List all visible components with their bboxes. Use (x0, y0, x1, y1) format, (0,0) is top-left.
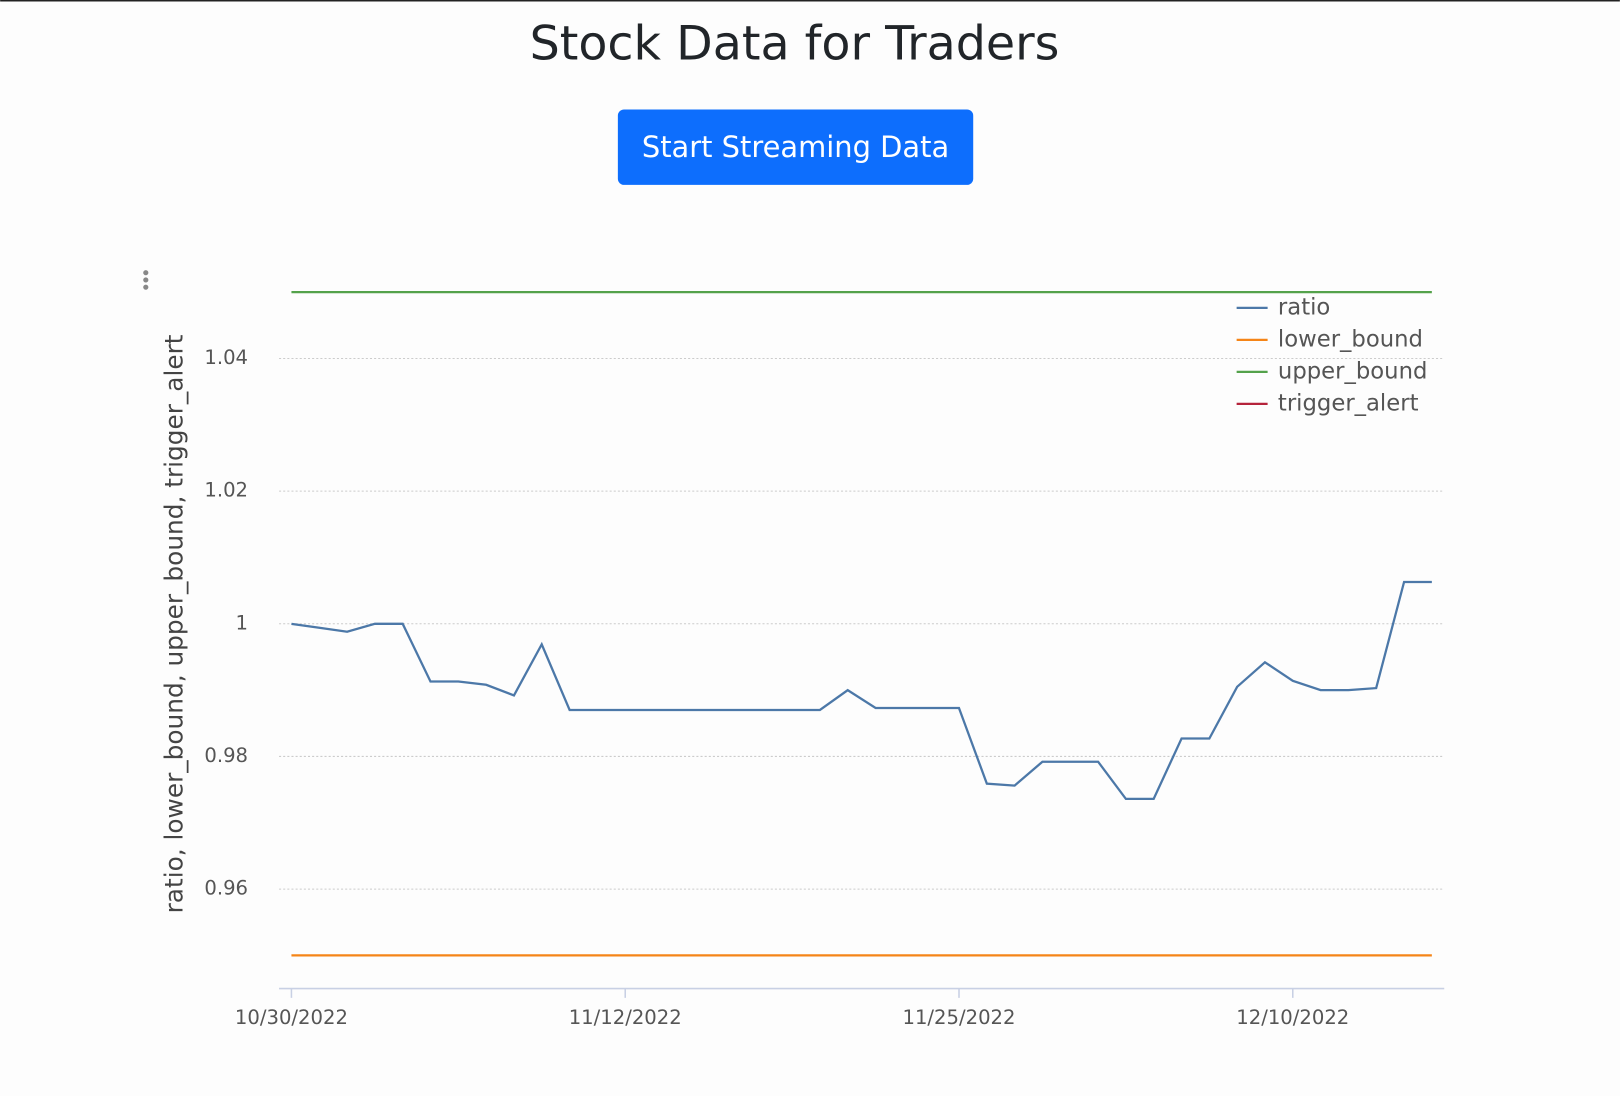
legend-label: ratio (1278, 294, 1330, 320)
menu-dot[interactable] (143, 284, 149, 290)
x-tick-label: 12/10/2022 (1236, 1006, 1349, 1029)
button-label[interactable]: Start Streaming Data (642, 130, 949, 164)
chart-menu[interactable] (143, 270, 149, 290)
y-tick-label: 0.96 (204, 877, 248, 900)
x-tick-label: 11/12/2022 (569, 1006, 682, 1029)
y-axis-title: ratio, lower_bound, upper_bound, trigger… (160, 334, 189, 913)
x-tick-label: 11/25/2022 (902, 1006, 1015, 1029)
y-tick-label: 0.98 (204, 744, 248, 767)
legend-label: lower_bound (1278, 326, 1423, 352)
menu-dot[interactable] (143, 277, 149, 283)
legend-label: upper_bound (1278, 358, 1427, 384)
series-line (291, 580, 1432, 801)
plot: 0.96 0.98 1 1.02 1.04 10/30/2022 11/12/2022 11/… (204, 290, 1445, 1029)
x-tick-label: 10/30/2022 (235, 1006, 348, 1029)
button-background[interactable] (617, 109, 974, 185)
y-tick-label: 1.04 (204, 346, 248, 369)
menu-dot[interactable] (143, 270, 149, 276)
y-tick-label: 1.02 (204, 479, 248, 502)
stream-button[interactable]: Start Streaming Data (617, 109, 974, 185)
y-tick-label: 1 (236, 611, 248, 634)
page-title: Stock Data for Traders (530, 16, 1060, 71)
legend-label: trigger_alert (1278, 390, 1419, 416)
